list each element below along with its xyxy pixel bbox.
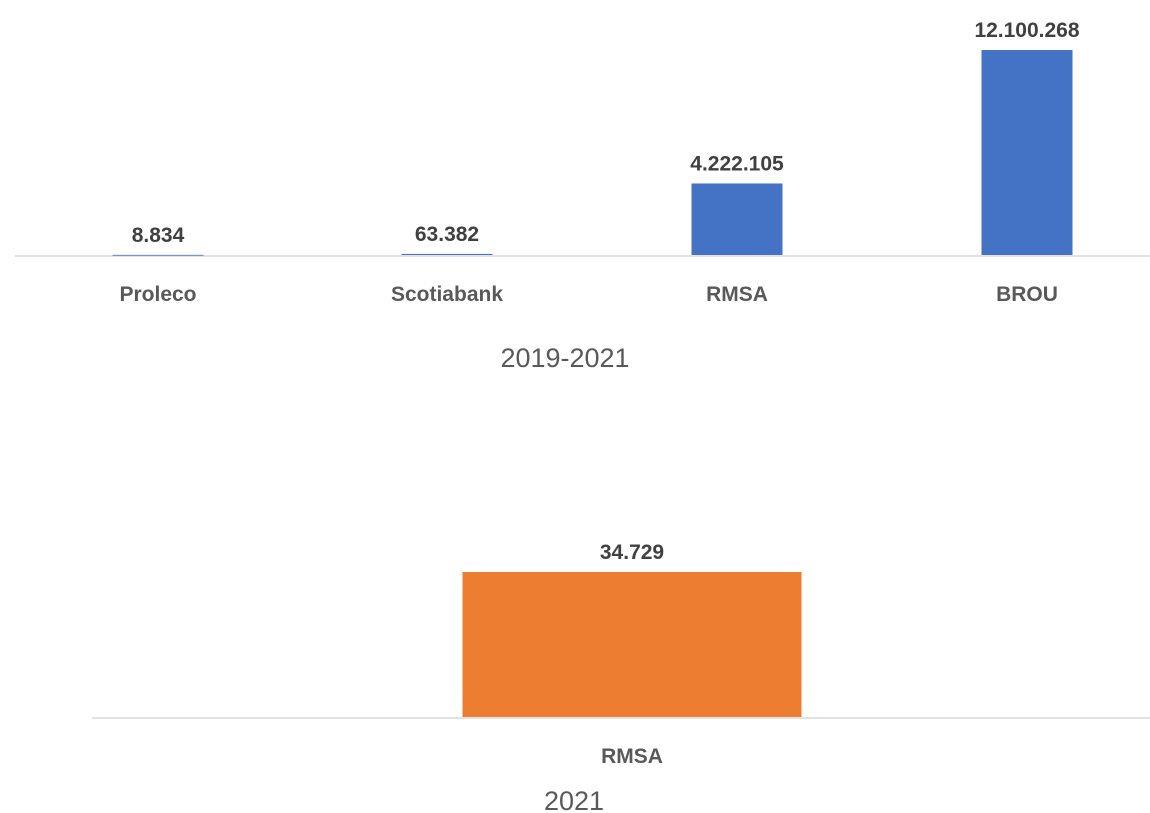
chart-2-caption: 2021 [544, 786, 604, 813]
chart-2-category-label-rmsa: RMSA [601, 745, 663, 768]
chart-1-category-label-proleco: Proleco [119, 283, 196, 306]
chart-2-data-label-rmsa: 34.729 [600, 541, 664, 564]
chart-1-data-label-proleco: 8.834 [132, 224, 185, 247]
chart-1-bar-proleco [112, 254, 204, 256]
chart-1-data-label-brou: 12.100.268 [974, 19, 1079, 42]
chart-2-bar-rmsa [462, 572, 802, 717]
chart-1-bar-rmsa [691, 183, 783, 255]
chart-1-category-label-rmsa: RMSA [706, 283, 768, 306]
chart-1-bar-brou [981, 50, 1073, 255]
chart-1-category-label-brou: BROU [996, 283, 1058, 306]
chart-1-data-label-rmsa: 4.222.105 [690, 152, 784, 175]
chart-2021: 34.729 RMSA 2021 [92, 541, 1150, 813]
chart-1-data-label-scotiabank: 63.382 [415, 223, 479, 246]
chart-2019-2021: 8.834 Proleco 63.382 Scotiabank 4.222.105 RMS… [15, 19, 1150, 373]
chart-1-category-label-scotiabank: Scotiabank [391, 283, 503, 306]
chart-1-caption: 2019-2021 [500, 343, 629, 373]
chart-1-bar-scotiabank [401, 253, 493, 255]
